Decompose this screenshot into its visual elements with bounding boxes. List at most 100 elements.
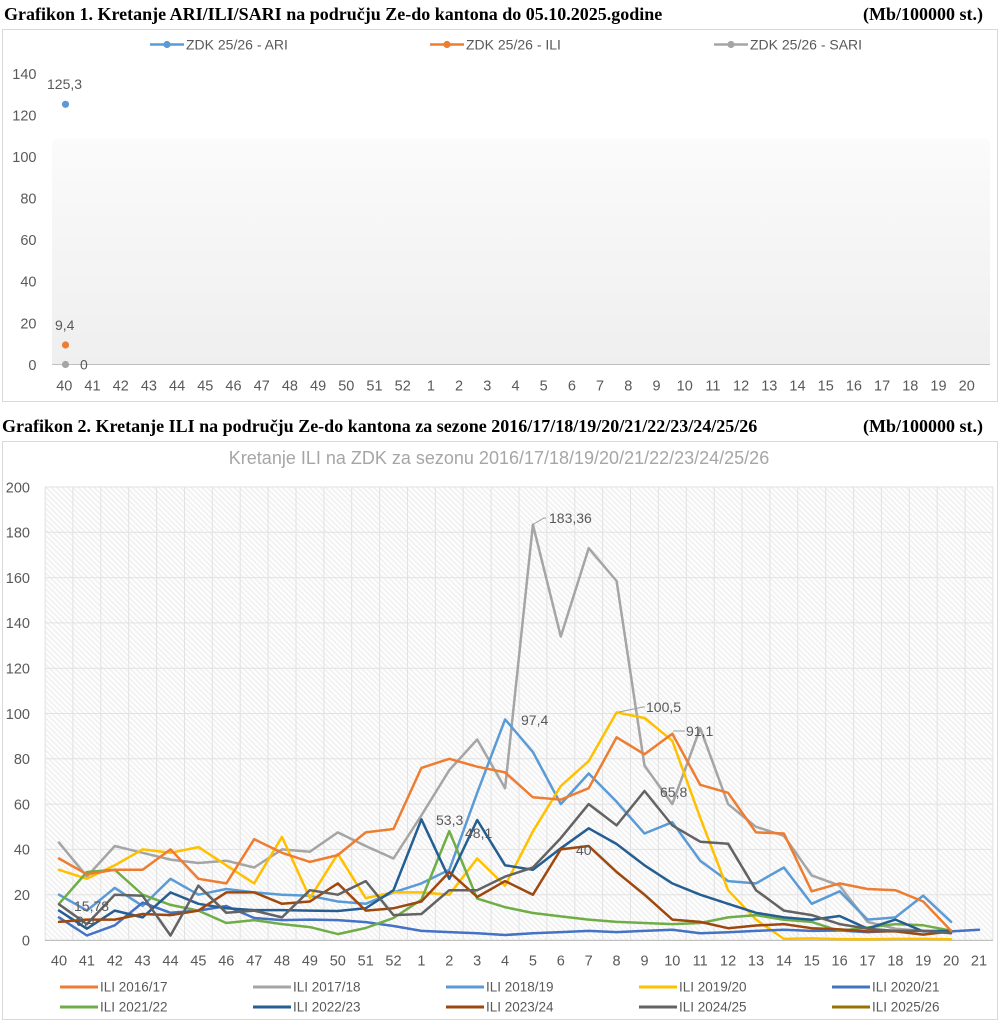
- svg-text:49: 49: [302, 954, 318, 970]
- svg-text:13: 13: [761, 379, 777, 395]
- svg-text:6: 6: [557, 954, 565, 970]
- svg-text:16: 16: [832, 954, 848, 970]
- svg-text:183,36: 183,36: [549, 510, 592, 526]
- svg-text:14: 14: [789, 379, 805, 395]
- svg-text:2: 2: [455, 379, 463, 395]
- svg-text:2: 2: [445, 954, 453, 970]
- svg-text:20: 20: [14, 888, 30, 904]
- svg-text:ILI 2016/17: ILI 2016/17: [100, 980, 168, 995]
- svg-text:50: 50: [338, 379, 354, 395]
- svg-text:20: 20: [20, 316, 36, 332]
- svg-text:45: 45: [197, 379, 213, 395]
- svg-text:ILI 2024/25: ILI 2024/25: [679, 1000, 747, 1015]
- svg-text:12: 12: [720, 954, 736, 970]
- svg-text:50: 50: [330, 954, 346, 970]
- svg-text:46: 46: [225, 379, 241, 395]
- svg-text:ILI 2021/22: ILI 2021/22: [100, 1000, 168, 1015]
- svg-text:(Mb/100000 st.): (Mb/100000 st.): [863, 416, 983, 437]
- svg-text:18: 18: [887, 954, 903, 970]
- svg-text:1: 1: [427, 379, 435, 395]
- svg-text:140: 140: [12, 67, 36, 83]
- svg-text:11: 11: [705, 379, 720, 395]
- svg-text:47: 47: [246, 954, 262, 970]
- svg-text:20: 20: [943, 954, 959, 970]
- svg-text:49: 49: [310, 379, 326, 395]
- svg-text:100: 100: [6, 707, 30, 723]
- svg-text:5: 5: [529, 954, 537, 970]
- svg-text:21: 21: [971, 954, 987, 970]
- svg-text:51: 51: [366, 379, 382, 395]
- svg-text:40: 40: [51, 954, 67, 970]
- svg-text:3: 3: [483, 379, 491, 395]
- svg-text:200: 200: [6, 480, 30, 496]
- svg-text:15,78: 15,78: [74, 898, 109, 914]
- svg-text:10: 10: [664, 954, 680, 970]
- svg-text:125,3: 125,3: [47, 76, 82, 92]
- svg-text:120: 120: [12, 109, 36, 125]
- svg-text:14: 14: [776, 954, 792, 970]
- svg-text:9: 9: [640, 954, 648, 970]
- svg-text:ZDK 25/26 - SARI: ZDK 25/26 - SARI: [750, 36, 862, 52]
- svg-text:100: 100: [12, 150, 36, 166]
- svg-text:80: 80: [20, 192, 36, 208]
- svg-text:ILI 2022/23: ILI 2022/23: [293, 1000, 361, 1015]
- svg-text:ILI 2023/24: ILI 2023/24: [486, 1000, 554, 1015]
- svg-text:42: 42: [107, 954, 123, 970]
- svg-text:9,4: 9,4: [55, 317, 75, 333]
- svg-text:ZDK 25/26 - ILI: ZDK 25/26 - ILI: [466, 36, 561, 52]
- svg-text:9,4: 9,4: [76, 913, 96, 929]
- svg-text:(Mb/100000 st.): (Mb/100000 st.): [863, 4, 983, 25]
- svg-text:4: 4: [501, 954, 509, 970]
- svg-text:180: 180: [6, 526, 30, 542]
- svg-text:48: 48: [274, 954, 290, 970]
- svg-text:140: 140: [6, 616, 30, 632]
- svg-text:120: 120: [6, 662, 30, 678]
- svg-text:53,3: 53,3: [436, 812, 463, 828]
- svg-text:3: 3: [473, 954, 481, 970]
- svg-text:17: 17: [874, 379, 890, 395]
- svg-text:15: 15: [804, 954, 820, 970]
- svg-text:0: 0: [22, 933, 30, 949]
- svg-text:60: 60: [14, 797, 30, 813]
- svg-text:4: 4: [511, 379, 519, 395]
- svg-text:42: 42: [113, 379, 129, 395]
- svg-text:43: 43: [135, 954, 151, 970]
- svg-text:60: 60: [20, 233, 36, 249]
- svg-text:10: 10: [677, 379, 693, 395]
- svg-text:0: 0: [28, 358, 36, 374]
- svg-text:12: 12: [733, 379, 749, 395]
- svg-text:48,1: 48,1: [465, 825, 492, 841]
- svg-text:48: 48: [282, 379, 298, 395]
- svg-text:45: 45: [190, 954, 206, 970]
- svg-text:1: 1: [417, 954, 425, 970]
- svg-text:Grafikon 2. Kretanje ILI na po: Grafikon 2. Kretanje ILI na području Ze-…: [2, 416, 757, 436]
- svg-text:0: 0: [80, 357, 88, 373]
- svg-text:43: 43: [141, 379, 157, 395]
- svg-text:40: 40: [20, 275, 36, 291]
- svg-text:Kretanje ILI na ZDK za sezonu: Kretanje ILI na ZDK za sezonu 2016/17/18…: [229, 448, 769, 468]
- svg-text:ILI 2019/20: ILI 2019/20: [679, 980, 747, 995]
- svg-text:40: 40: [576, 842, 592, 858]
- svg-text:19: 19: [915, 954, 931, 970]
- svg-text:91,1: 91,1: [686, 723, 713, 739]
- svg-text:8: 8: [613, 954, 621, 970]
- svg-text:ILI 2025/26: ILI 2025/26: [872, 1000, 940, 1015]
- svg-text:ILI 2020/21: ILI 2020/21: [872, 980, 940, 995]
- svg-text:52: 52: [395, 379, 411, 395]
- svg-text:160: 160: [6, 571, 30, 587]
- svg-text:44: 44: [162, 954, 178, 970]
- svg-text:ILI 2018/19: ILI 2018/19: [486, 980, 554, 995]
- svg-text:40: 40: [56, 379, 72, 395]
- svg-text:6: 6: [568, 379, 576, 395]
- svg-text:52: 52: [385, 954, 401, 970]
- svg-text:41: 41: [84, 379, 100, 395]
- svg-text:Grafikon 1. Kretanje ARI/ILI/S: Grafikon 1. Kretanje ARI/ILI/SARI na pod…: [4, 4, 662, 24]
- svg-text:7: 7: [596, 379, 604, 395]
- svg-text:97,4: 97,4: [521, 712, 548, 728]
- svg-text:9: 9: [652, 379, 660, 395]
- svg-text:44: 44: [169, 379, 185, 395]
- svg-text:80: 80: [14, 752, 30, 768]
- svg-text:51: 51: [358, 954, 374, 970]
- svg-text:18: 18: [902, 379, 918, 395]
- svg-text:15: 15: [818, 379, 834, 395]
